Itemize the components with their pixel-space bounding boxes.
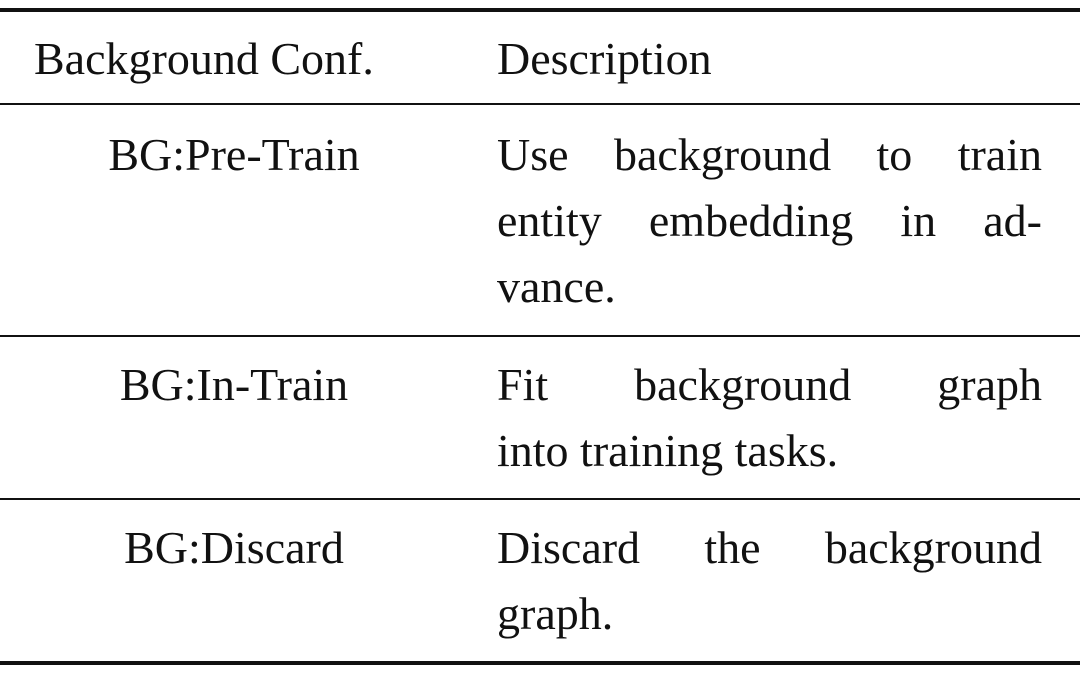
description-line: graph. [497, 588, 614, 639]
description-cell-in-train: Fit background graph into training tasks… [497, 352, 1042, 484]
header-background-conf: Background Conf. [34, 33, 374, 84]
description-cell-discard: Discard the background graph. [497, 515, 1042, 647]
table-bottom-rule [0, 661, 1080, 665]
table-top-rule [0, 8, 1080, 12]
header-description: Description [497, 33, 712, 84]
description-cell-pre-train: Use background to train entity embedding… [497, 122, 1042, 320]
config-cell-discard: BG:Discard [124, 522, 344, 573]
config-cell-pre-train: BG:Pre-Train [108, 129, 360, 180]
description-line: vance. [497, 261, 616, 312]
description-line: entity embedding in ad- [497, 195, 1042, 246]
description-line: into training tasks. [497, 425, 839, 476]
description-line: Use background to train [497, 129, 1042, 180]
config-cell-in-train: BG:In-Train [119, 359, 349, 410]
description-line: Discard the background [497, 522, 1042, 573]
header-rule [0, 103, 1080, 105]
description-line: Fit background graph [497, 359, 1042, 410]
row-separator [0, 335, 1080, 337]
row-separator [0, 498, 1080, 500]
